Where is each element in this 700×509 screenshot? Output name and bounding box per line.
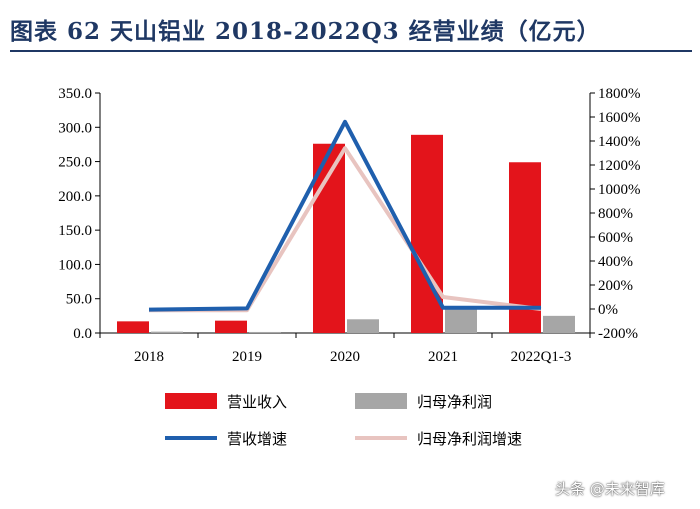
net-profit-bar bbox=[347, 319, 379, 333]
right-axis-tick-label: 400% bbox=[598, 254, 633, 270]
left-axis-tick-label: 150.0 bbox=[58, 223, 92, 239]
right-axis-tick-label: 1600% bbox=[598, 110, 641, 126]
right-axis-tick-label: 1400% bbox=[598, 134, 641, 150]
x-axis-category-label: 2019 bbox=[232, 349, 262, 365]
right-axis-tick-label: 600% bbox=[598, 230, 633, 246]
x-axis-category-label: 2020 bbox=[330, 349, 360, 365]
legend-revenue-label: 营业收入 bbox=[227, 393, 287, 411]
right-axis-tick-label: 200% bbox=[598, 278, 633, 294]
right-axis-tick-label: 1200% bbox=[598, 158, 641, 174]
x-axis-category-label: 2021 bbox=[428, 349, 458, 365]
watermark-text: 头条 @未来智库 bbox=[555, 480, 665, 498]
left-axis-tick-label: 200.0 bbox=[58, 189, 92, 205]
legend-revenue-growth-label: 营收增速 bbox=[227, 430, 287, 448]
left-axis-tick-label: 350.0 bbox=[58, 86, 92, 102]
combo-chart: 0.0 50.0 100.0 150.0 200.0 250.0 300.0 350.0 -20… bbox=[58, 86, 640, 448]
line-series-group bbox=[148, 119, 542, 313]
net-profit-bar bbox=[151, 331, 183, 333]
left-axis-tick-label: 300.0 bbox=[58, 120, 92, 136]
left-axis-tick-label: 100.0 bbox=[58, 257, 92, 273]
title-divider bbox=[10, 50, 692, 52]
revenue-bar bbox=[117, 321, 149, 333]
legend-net-profit-swatch bbox=[355, 393, 407, 409]
x-axis-category-label: 2018 bbox=[134, 349, 164, 365]
chart-axes: 0.0 50.0 100.0 150.0 200.0 250.0 300.0 350.0 -20… bbox=[58, 86, 640, 365]
title-bar: 图表 62 天山铝业 2018-2022Q3 经营业绩（亿元） bbox=[0, 0, 700, 56]
revenue-bar bbox=[411, 134, 443, 333]
legend-revenue-swatch bbox=[165, 393, 217, 409]
net-profit-bar bbox=[249, 331, 281, 333]
right-axis-tick-label: 0% bbox=[598, 302, 618, 318]
right-axis-tick-label: 1800% bbox=[598, 86, 641, 102]
revenue-growth-line bbox=[148, 119, 541, 312]
revenue-bar bbox=[215, 320, 247, 333]
right-axis-tick-label: 1000% bbox=[598, 182, 641, 198]
chart-title: 图表 62 天山铝业 2018-2022Q3 经营业绩（亿元） bbox=[10, 18, 601, 45]
x-axis-category-label: 2022Q1-3 bbox=[511, 349, 572, 365]
legend-net-profit-label: 归母净利润 bbox=[417, 393, 492, 411]
left-axis-tick-label: 250.0 bbox=[58, 155, 92, 171]
right-axis-tick-label: 800% bbox=[598, 206, 633, 222]
net-profit-bar bbox=[445, 309, 477, 333]
right-axis-tick-label: -200% bbox=[598, 326, 638, 342]
net-profit-bar bbox=[543, 315, 575, 333]
left-axis-tick-label: 0.0 bbox=[73, 326, 92, 342]
left-axis-tick-label: 50.0 bbox=[66, 292, 92, 308]
legend-profit-growth-label: 归母净利润增速 bbox=[417, 430, 522, 448]
